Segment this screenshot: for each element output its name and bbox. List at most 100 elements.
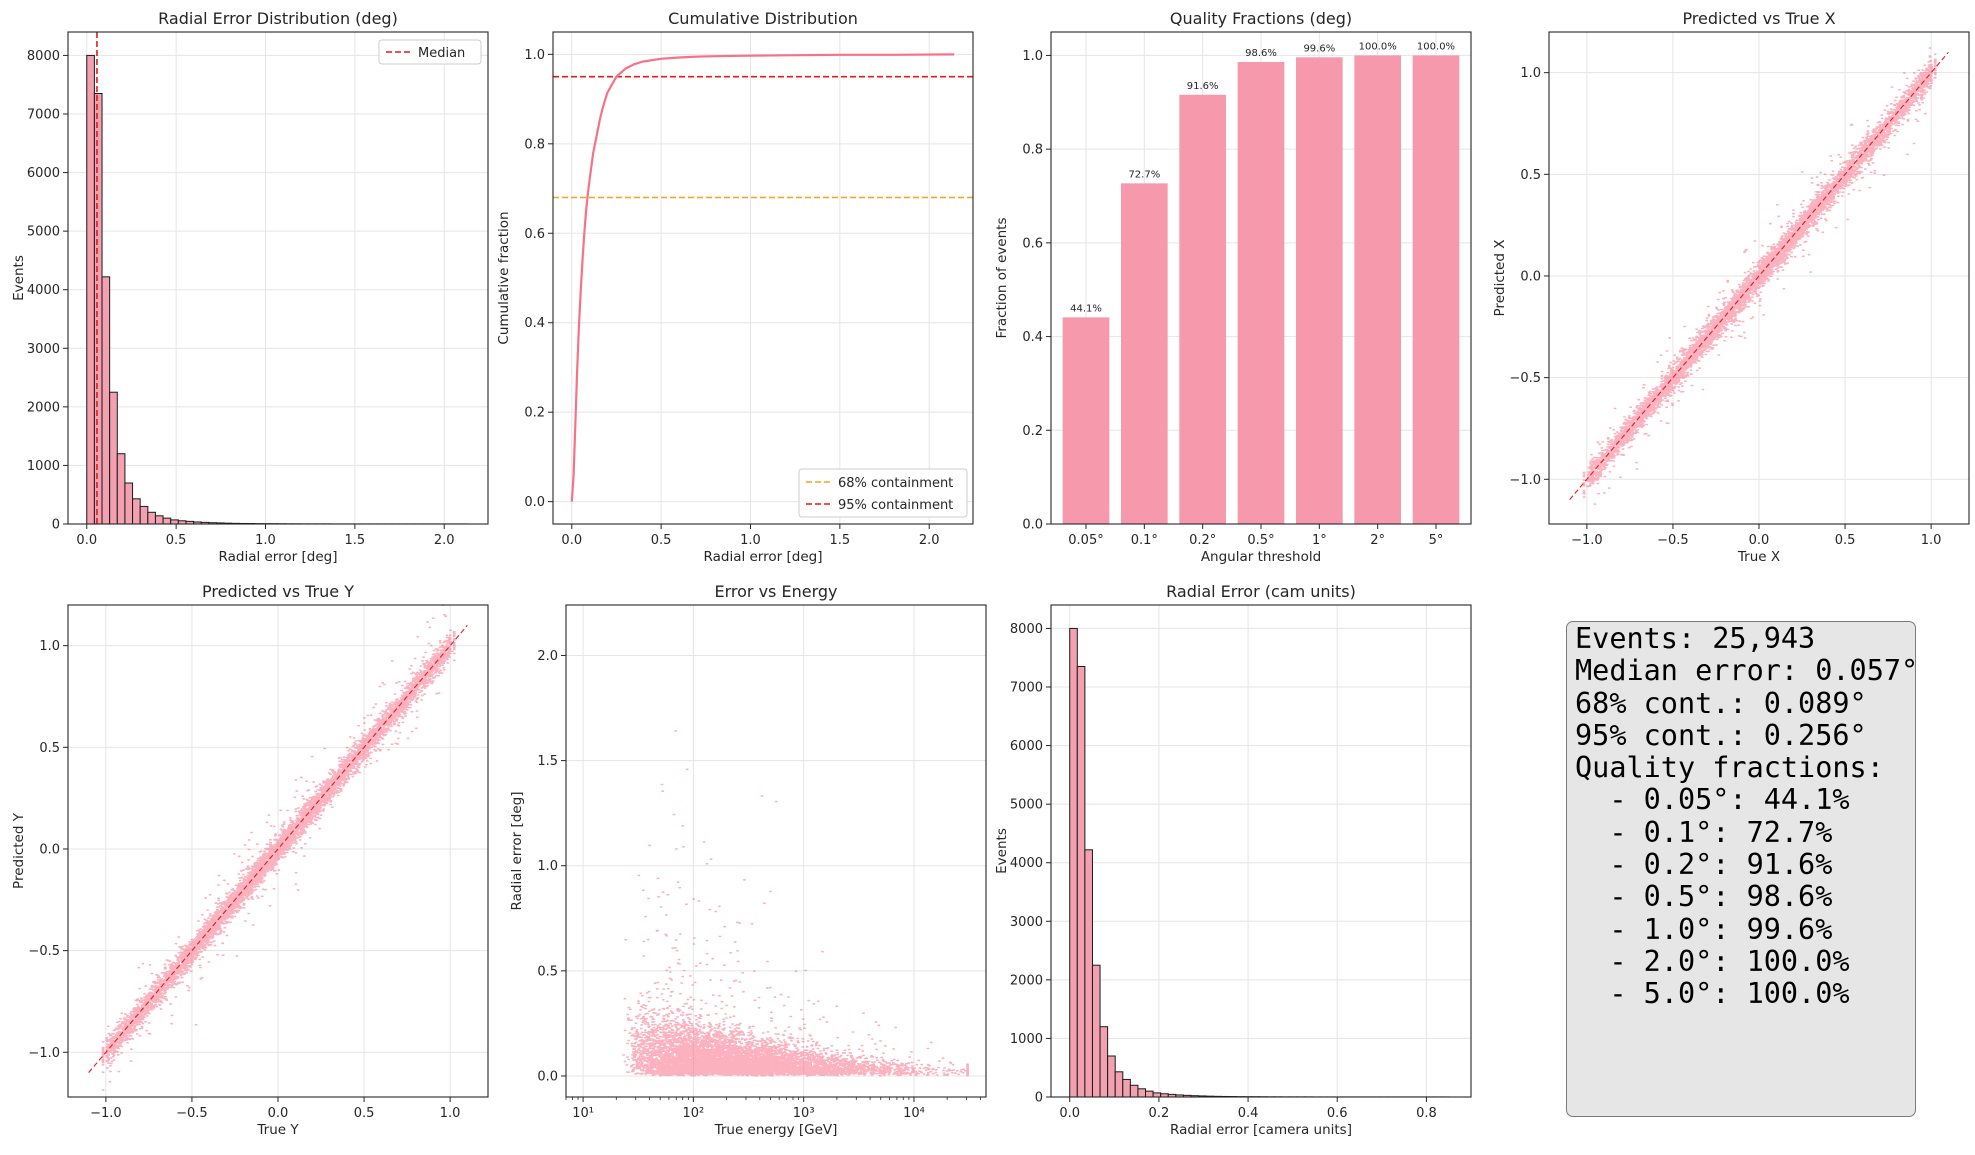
legend: 68% containment 95% containment bbox=[798, 468, 968, 518]
y-tick-label: 1.0 bbox=[524, 48, 545, 63]
histogram-bar bbox=[1076, 666, 1086, 1097]
axes-p7: 0.0 0.2 0.4 0.6 0.8 0 1000 2000 3000 4000 5000 6000… bbox=[994, 582, 1472, 1138]
axes-p5: −1.0 −0.5 0.0 0.5 1.0 −1.0 −0.5 0.0 0.5 1.0 Predic… bbox=[11, 582, 489, 1138]
chart-title: Cumulative Distribution bbox=[668, 9, 858, 28]
x-tick-label: 2.0 bbox=[919, 533, 940, 548]
axes-p1: 0.0 0.5 1.0 1.5 2.0 0 1000 2000 3000 4000 5000 6000… bbox=[11, 9, 489, 565]
x-tick-label: 2° bbox=[1370, 533, 1385, 548]
bar bbox=[1354, 55, 1401, 525]
histogram-bar bbox=[109, 391, 118, 524]
x-tick-label: 0.5 bbox=[354, 1106, 375, 1121]
y-axis-label: Radial error [deg] bbox=[509, 792, 525, 911]
axes-frame bbox=[67, 31, 489, 525]
y-tick-label: 1.0 bbox=[537, 859, 558, 874]
x-tick-label: 0.0 bbox=[268, 1106, 289, 1121]
summary-line: - 0.5°: 98.6% bbox=[1575, 880, 1833, 914]
x-tick-label: 0.5 bbox=[1835, 533, 1856, 548]
y-tick-label: 1.0 bbox=[39, 639, 60, 654]
y-tick-label: −1.0 bbox=[1509, 473, 1541, 488]
bar bbox=[1412, 55, 1460, 525]
histogram-bar bbox=[1069, 627, 1078, 1097]
x-tick-label: 1.5 bbox=[345, 533, 366, 548]
cumulative-line bbox=[570, 53, 955, 502]
y-axis-label: Predicted Y bbox=[11, 812, 27, 889]
summary-line: Events: 25,943 bbox=[1575, 622, 1816, 655]
summary-line: - 2.0°: 100.0% bbox=[1575, 944, 1850, 978]
y-tick-label: 0.0 bbox=[39, 842, 60, 857]
x-tick-label: 1.0 bbox=[740, 533, 761, 548]
y-axis-label: Events bbox=[11, 255, 27, 301]
x-tick-label: 10² bbox=[682, 1106, 704, 1121]
bar bbox=[1121, 183, 1168, 524]
y-tick-label: 0.2 bbox=[524, 406, 545, 421]
y-tick-label: 0.2 bbox=[1022, 424, 1043, 439]
y-tick-label: 0.5 bbox=[537, 964, 558, 979]
axes-frame bbox=[1050, 604, 1472, 1098]
histogram-bar bbox=[1099, 1026, 1109, 1097]
y-tick-label: −1.0 bbox=[28, 1046, 60, 1061]
summary-line: - 0.1°: 72.7% bbox=[1575, 815, 1833, 849]
axes-p6: 10¹ 10² 10³ 10⁴ 0.0 0.5 1.0 1.5 2.0 Error vs Ener… bbox=[509, 582, 987, 1138]
y-tick-label: 0.0 bbox=[1022, 518, 1043, 533]
histogram-bar bbox=[1084, 849, 1093, 1097]
bar-value-label: 91.6% bbox=[1187, 81, 1219, 92]
y-tick-label: 2.0 bbox=[537, 649, 558, 664]
x-tick-label: 10⁴ bbox=[903, 1106, 925, 1121]
histogram-bar bbox=[1145, 1090, 1154, 1097]
y-tick-label: 7000 bbox=[27, 108, 60, 123]
y-tick-label: 5000 bbox=[27, 225, 60, 240]
histogram-bar bbox=[1152, 1092, 1162, 1097]
y-tick-label: 8000 bbox=[1010, 622, 1043, 637]
chart-title: Radial Error (cam units) bbox=[1166, 582, 1356, 601]
y-tick-label: 0.8 bbox=[1022, 143, 1043, 158]
histogram-bar bbox=[1137, 1088, 1147, 1097]
y-axis-label: Predicted X bbox=[1492, 240, 1508, 317]
histogram-bar bbox=[93, 93, 103, 524]
x-tick-label: 10¹ bbox=[572, 1106, 594, 1121]
histogram-bar bbox=[1129, 1084, 1139, 1097]
x-tick-label: 10³ bbox=[793, 1106, 815, 1121]
y-axis-label: Fraction of events bbox=[994, 218, 1010, 339]
x-tick-label: 0.05° bbox=[1068, 533, 1103, 548]
x-tick-label: 1.0 bbox=[255, 533, 276, 548]
legend-label: Median bbox=[418, 46, 465, 61]
x-axis-label: True Y bbox=[256, 1122, 299, 1138]
y-tick-label: −0.5 bbox=[28, 944, 60, 959]
y-tick-label: 1000 bbox=[1010, 1032, 1043, 1047]
histogram-bar bbox=[132, 498, 141, 524]
y-tick-label: 1.5 bbox=[537, 754, 558, 769]
summary-line: Quality fractions: bbox=[1575, 751, 1884, 785]
bar bbox=[1296, 57, 1343, 524]
y-tick-label: 4000 bbox=[27, 283, 60, 298]
histogram-bar bbox=[1107, 1055, 1116, 1097]
identity-line bbox=[1569, 51, 1949, 500]
y-tick-label: 3000 bbox=[1010, 915, 1043, 930]
x-tick-label: 1° bbox=[1312, 533, 1327, 548]
axes-frame bbox=[565, 604, 987, 1098]
axes-p4: −1.0 −0.5 0.0 0.5 1.0 −1.0 −0.5 0.0 0.5 1.0 Predic… bbox=[1492, 9, 1970, 565]
histogram-bar bbox=[101, 276, 111, 524]
legend-label: 95% containment bbox=[838, 498, 953, 513]
x-tick-label: 0.5 bbox=[166, 533, 187, 548]
x-tick-label: 1.0 bbox=[1921, 533, 1942, 548]
histogram-bar bbox=[86, 54, 95, 524]
x-tick-label: 0.2 bbox=[1149, 1106, 1170, 1121]
x-tick-label: 0.8 bbox=[1416, 1106, 1437, 1121]
y-tick-label: 0 bbox=[1035, 1091, 1043, 1106]
x-tick-label: 0.5° bbox=[1247, 533, 1274, 548]
legend: Median bbox=[378, 39, 482, 65]
histogram-bar bbox=[139, 505, 149, 524]
histogram-bar bbox=[147, 511, 156, 524]
y-tick-label: 2000 bbox=[1010, 973, 1043, 988]
x-tick-label: 0.4 bbox=[1238, 1106, 1259, 1121]
bar bbox=[1062, 317, 1110, 524]
histogram-bars bbox=[1069, 627, 1450, 1097]
bar-value-label: 44.1% bbox=[1070, 303, 1102, 314]
axes-p2: 0.0 0.5 1.0 1.5 2.0 0.0 0.2 0.4 0.6 0.8 1.0 Cumulat… bbox=[496, 9, 974, 565]
bar-value-label: 100.0% bbox=[1359, 41, 1397, 52]
y-axis-label: Cumulative fraction bbox=[496, 211, 512, 344]
x-tick-label: 0.0 bbox=[561, 533, 582, 548]
bar-value-label: 100.0% bbox=[1417, 41, 1455, 52]
histogram-bar bbox=[116, 453, 126, 524]
x-axis-label: Radial error [camera units] bbox=[1170, 1122, 1352, 1138]
